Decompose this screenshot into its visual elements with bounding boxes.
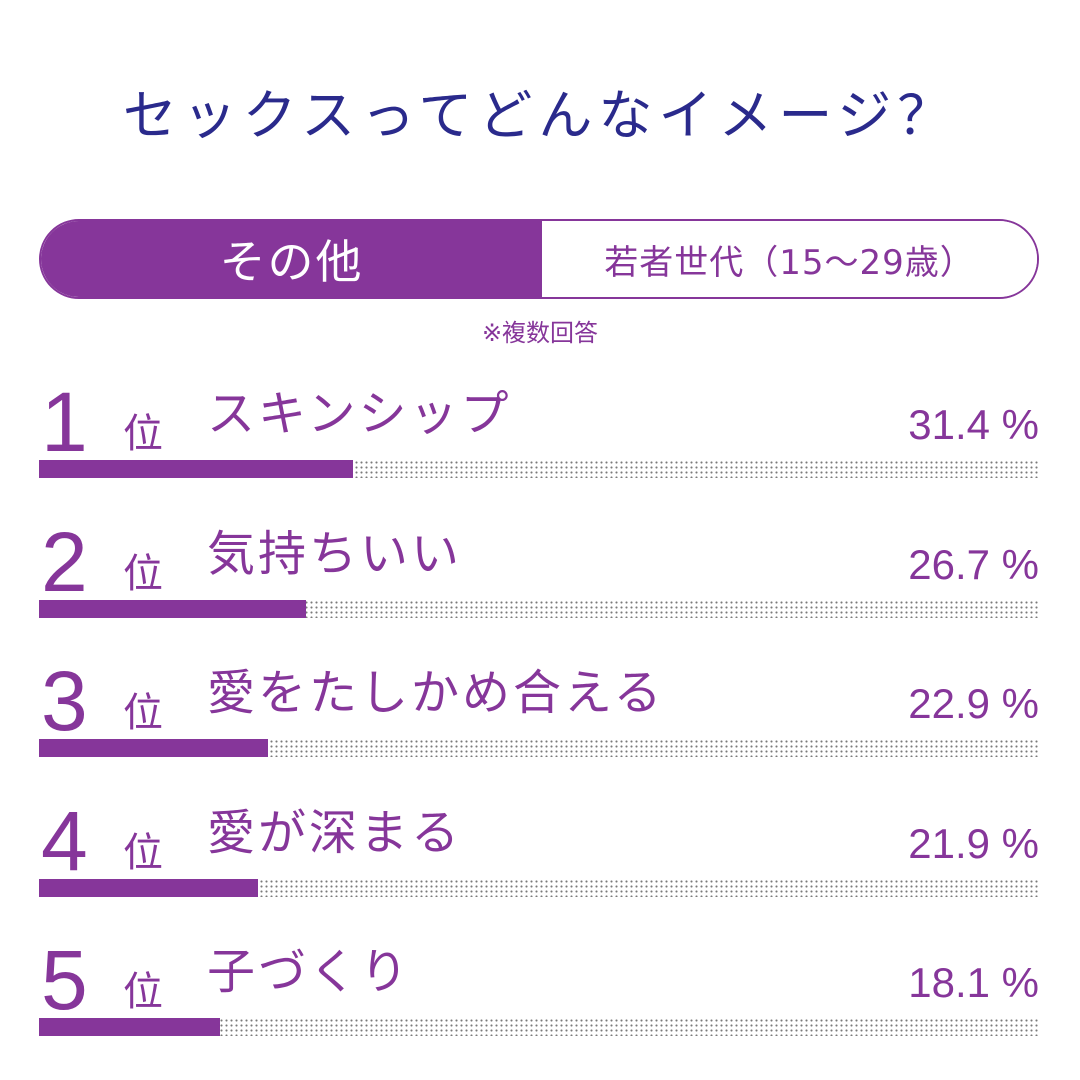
category-label: スキンシップ: [207, 386, 512, 442]
chart-title: セックスってどんなイメージ？: [122, 84, 958, 147]
rank-number: 1: [41, 375, 88, 469]
ranking-row: 4 位 愛が深まる 21.9 %: [39, 799, 1039, 909]
rank-number: 2: [41, 515, 88, 609]
category-label: 愛が深まる: [207, 805, 463, 861]
tab-other[interactable]: その他: [41, 221, 542, 297]
category-label: 愛をたしかめ合える: [207, 665, 665, 721]
value-label: 21.9 %: [908, 820, 1039, 867]
value-bar: [39, 739, 268, 757]
value-label: 26.7 %: [908, 541, 1039, 588]
rank-suffix: 位: [123, 411, 163, 457]
ranking-row: 1 位 スキンシップ 31.4 %: [39, 380, 1039, 490]
value-label: 18.1 %: [908, 959, 1039, 1006]
value-bar: [39, 600, 306, 618]
value-label: 22.9 %: [908, 680, 1039, 727]
rank-number: 4: [41, 794, 88, 888]
value-bar: [39, 1018, 220, 1036]
rank-number: 3: [41, 654, 88, 748]
rank-suffix: 位: [123, 969, 163, 1015]
value-bar: [39, 460, 353, 478]
value-label: 31.4 %: [908, 401, 1039, 448]
category-label: 気持ちいい: [207, 526, 463, 582]
multiple-answer-note: ※複数回答: [481, 319, 599, 347]
bar-track: [39, 739, 1039, 757]
tab-bar: その他 若者世代（15〜29歳）: [39, 219, 1039, 299]
bar-track: [39, 879, 1039, 897]
rank-suffix: 位: [123, 551, 163, 597]
rank-number: 5: [41, 933, 88, 1027]
ranking-row: 2 位 気持ちいい 26.7 %: [39, 520, 1039, 630]
bar-track: [39, 1018, 1039, 1036]
rank-suffix: 位: [123, 690, 163, 736]
value-bar: [39, 879, 258, 897]
ranking-row: 3 位 愛をたしかめ合える 22.9 %: [39, 659, 1039, 769]
tab-youth-generation[interactable]: 若者世代（15〜29歳）: [542, 221, 1037, 297]
category-label: 子づくり: [207, 944, 412, 1000]
ranking-row: 5 位 子づくり 18.1 %: [39, 938, 1039, 1048]
rank-suffix: 位: [123, 830, 163, 876]
bar-track: [39, 600, 1039, 618]
bar-track: [39, 460, 1039, 478]
